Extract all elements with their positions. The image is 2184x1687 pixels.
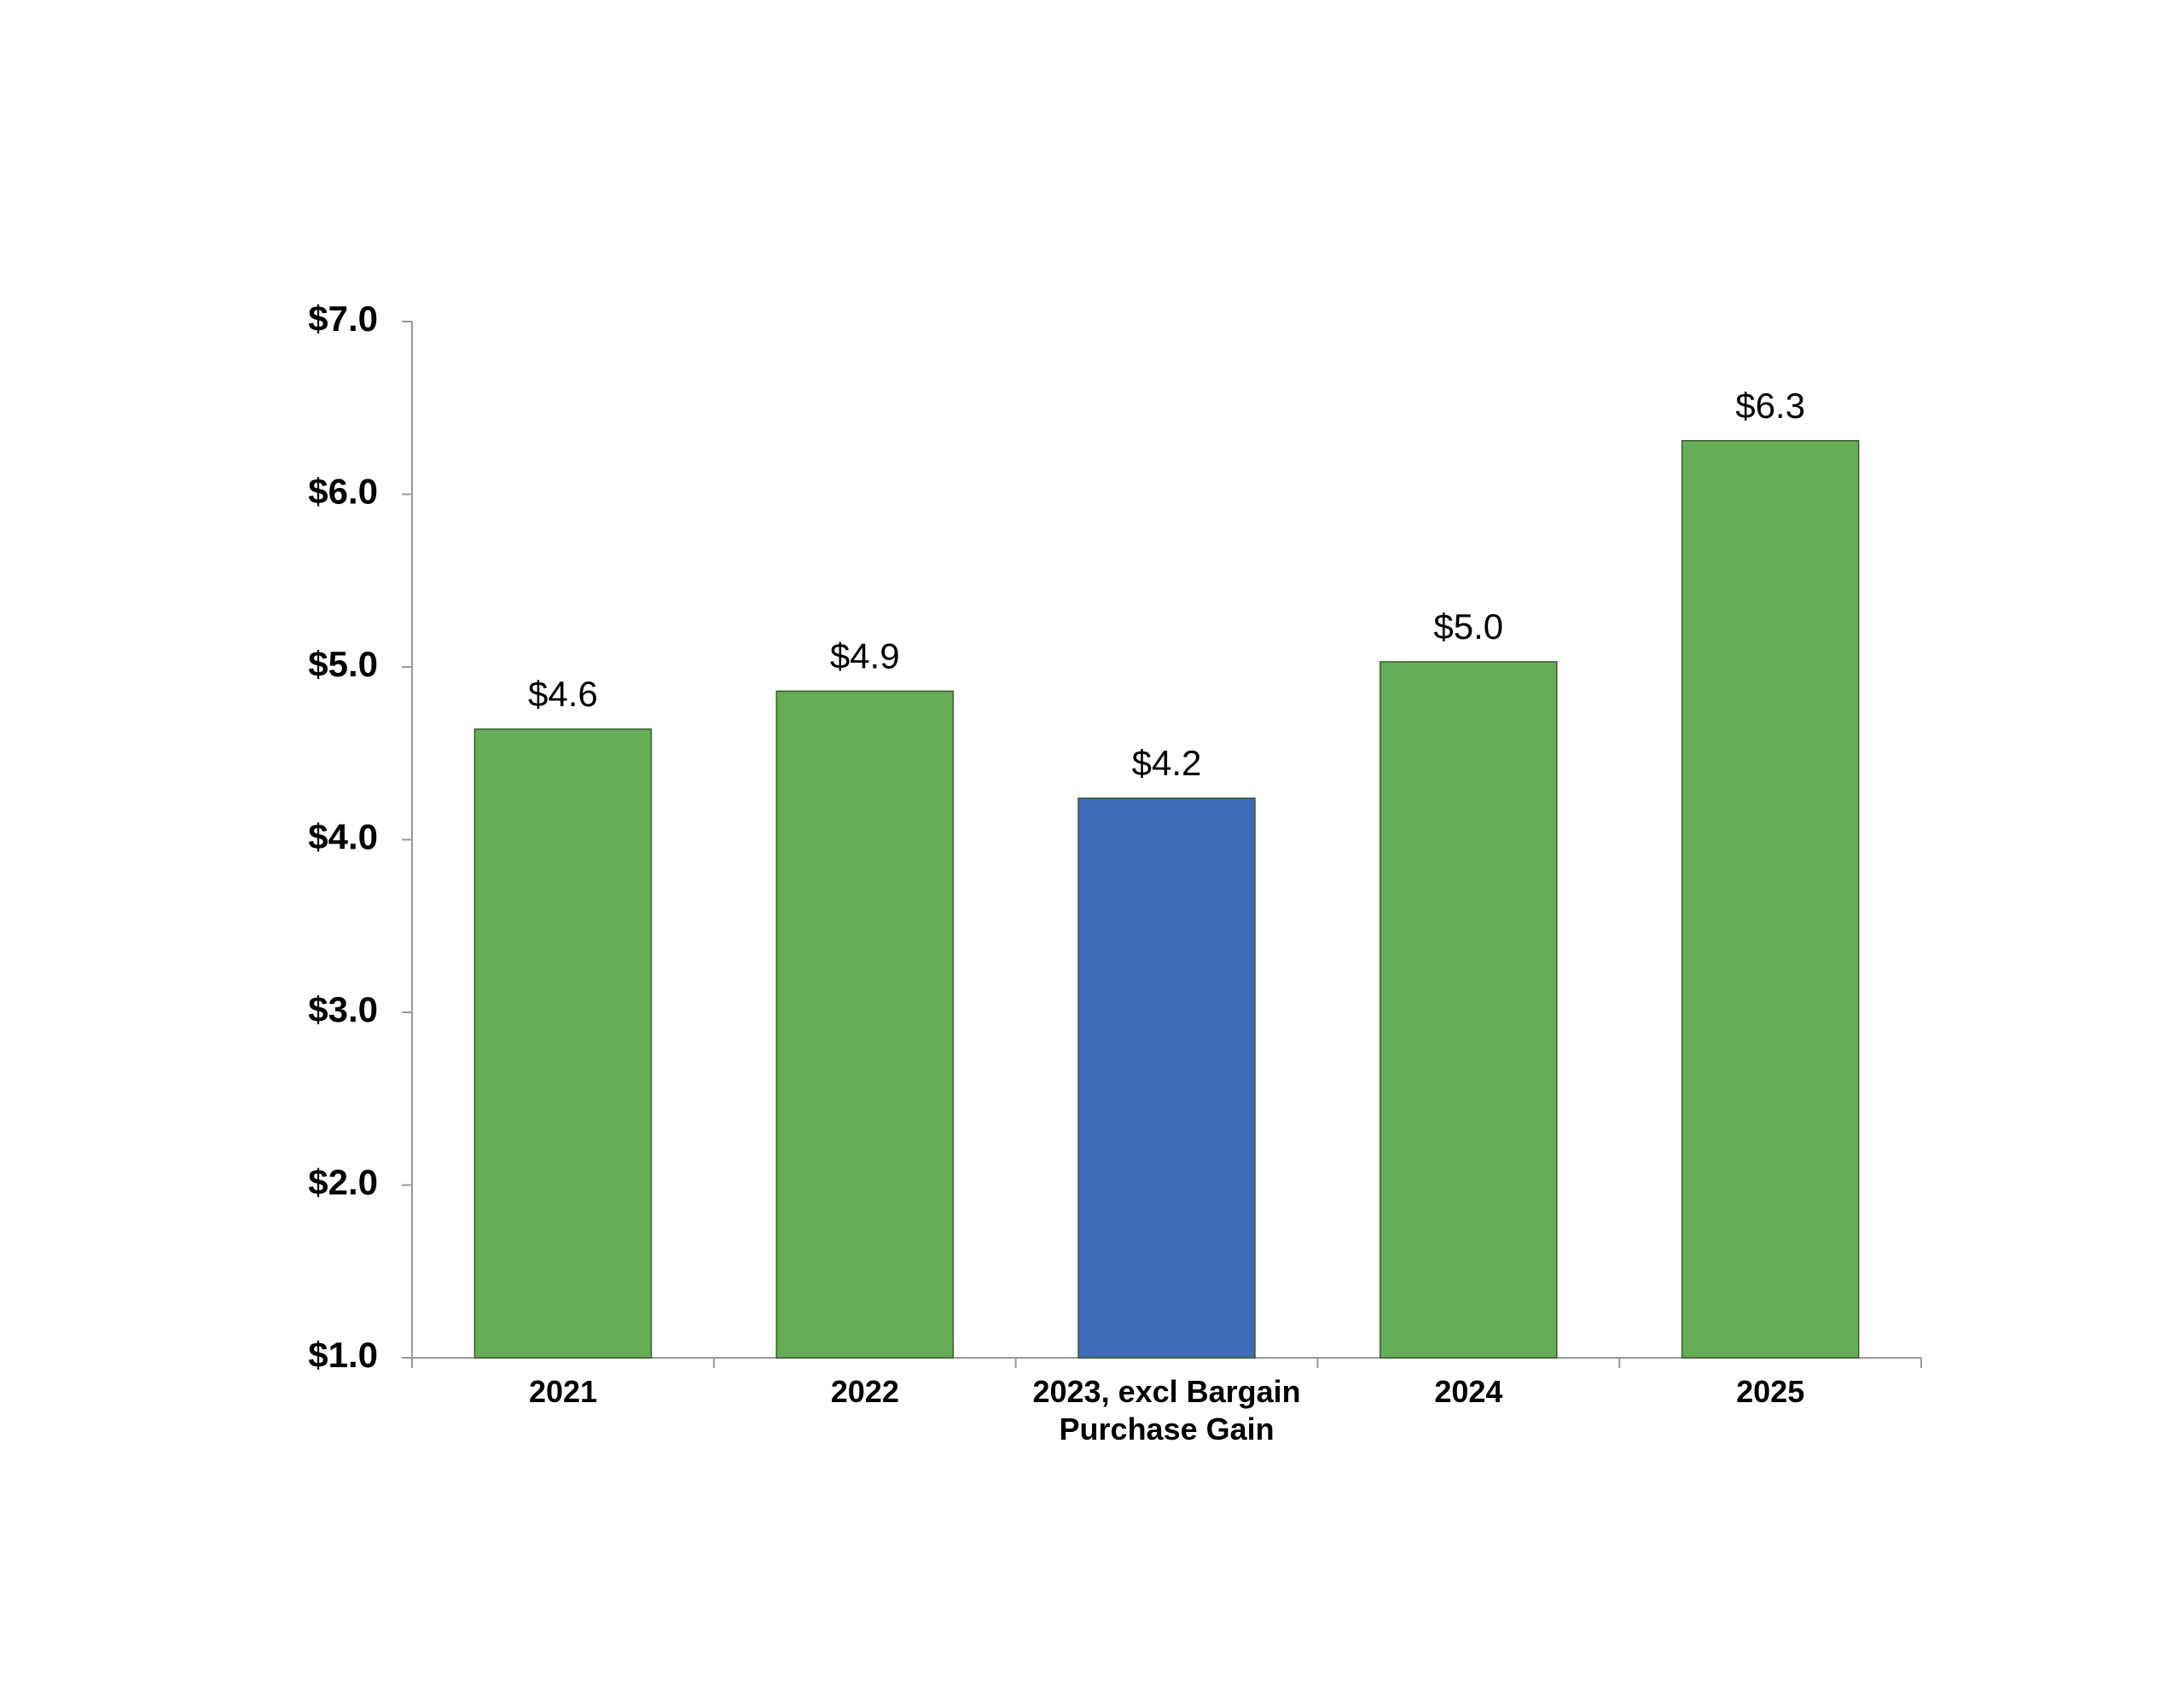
y-tick-label: $6.0 xyxy=(308,472,378,512)
x-tick-label: 2022 xyxy=(830,1374,899,1409)
value-label: $5.0 xyxy=(1433,606,1503,646)
value-label: $6.3 xyxy=(1735,386,1805,426)
y-tick-label: $5.0 xyxy=(308,644,378,684)
bar xyxy=(473,728,653,1359)
value-label: $4.6 xyxy=(528,674,598,714)
y-tick-label: $1.0 xyxy=(308,1335,378,1375)
x-tick-label: 2021 xyxy=(528,1374,598,1409)
bar xyxy=(1077,797,1256,1359)
y-tick-label: $3.0 xyxy=(308,989,378,1029)
x-tick-label: 2025 xyxy=(1736,1374,1805,1409)
bar xyxy=(1681,439,1860,1359)
y-tick-label: $2.0 xyxy=(308,1162,378,1203)
value-label: $4.2 xyxy=(1132,743,1202,783)
x-tick-label: 2024 xyxy=(1434,1374,1503,1409)
bar xyxy=(1380,661,1558,1359)
y-tick-label: $4.0 xyxy=(308,817,378,857)
value-label: $4.9 xyxy=(830,635,900,675)
bar xyxy=(775,690,954,1359)
x-tick-label: 2023, excl Bargain Purchase Gain xyxy=(1032,1374,1301,1446)
y-tick-label: $7.0 xyxy=(308,299,378,339)
